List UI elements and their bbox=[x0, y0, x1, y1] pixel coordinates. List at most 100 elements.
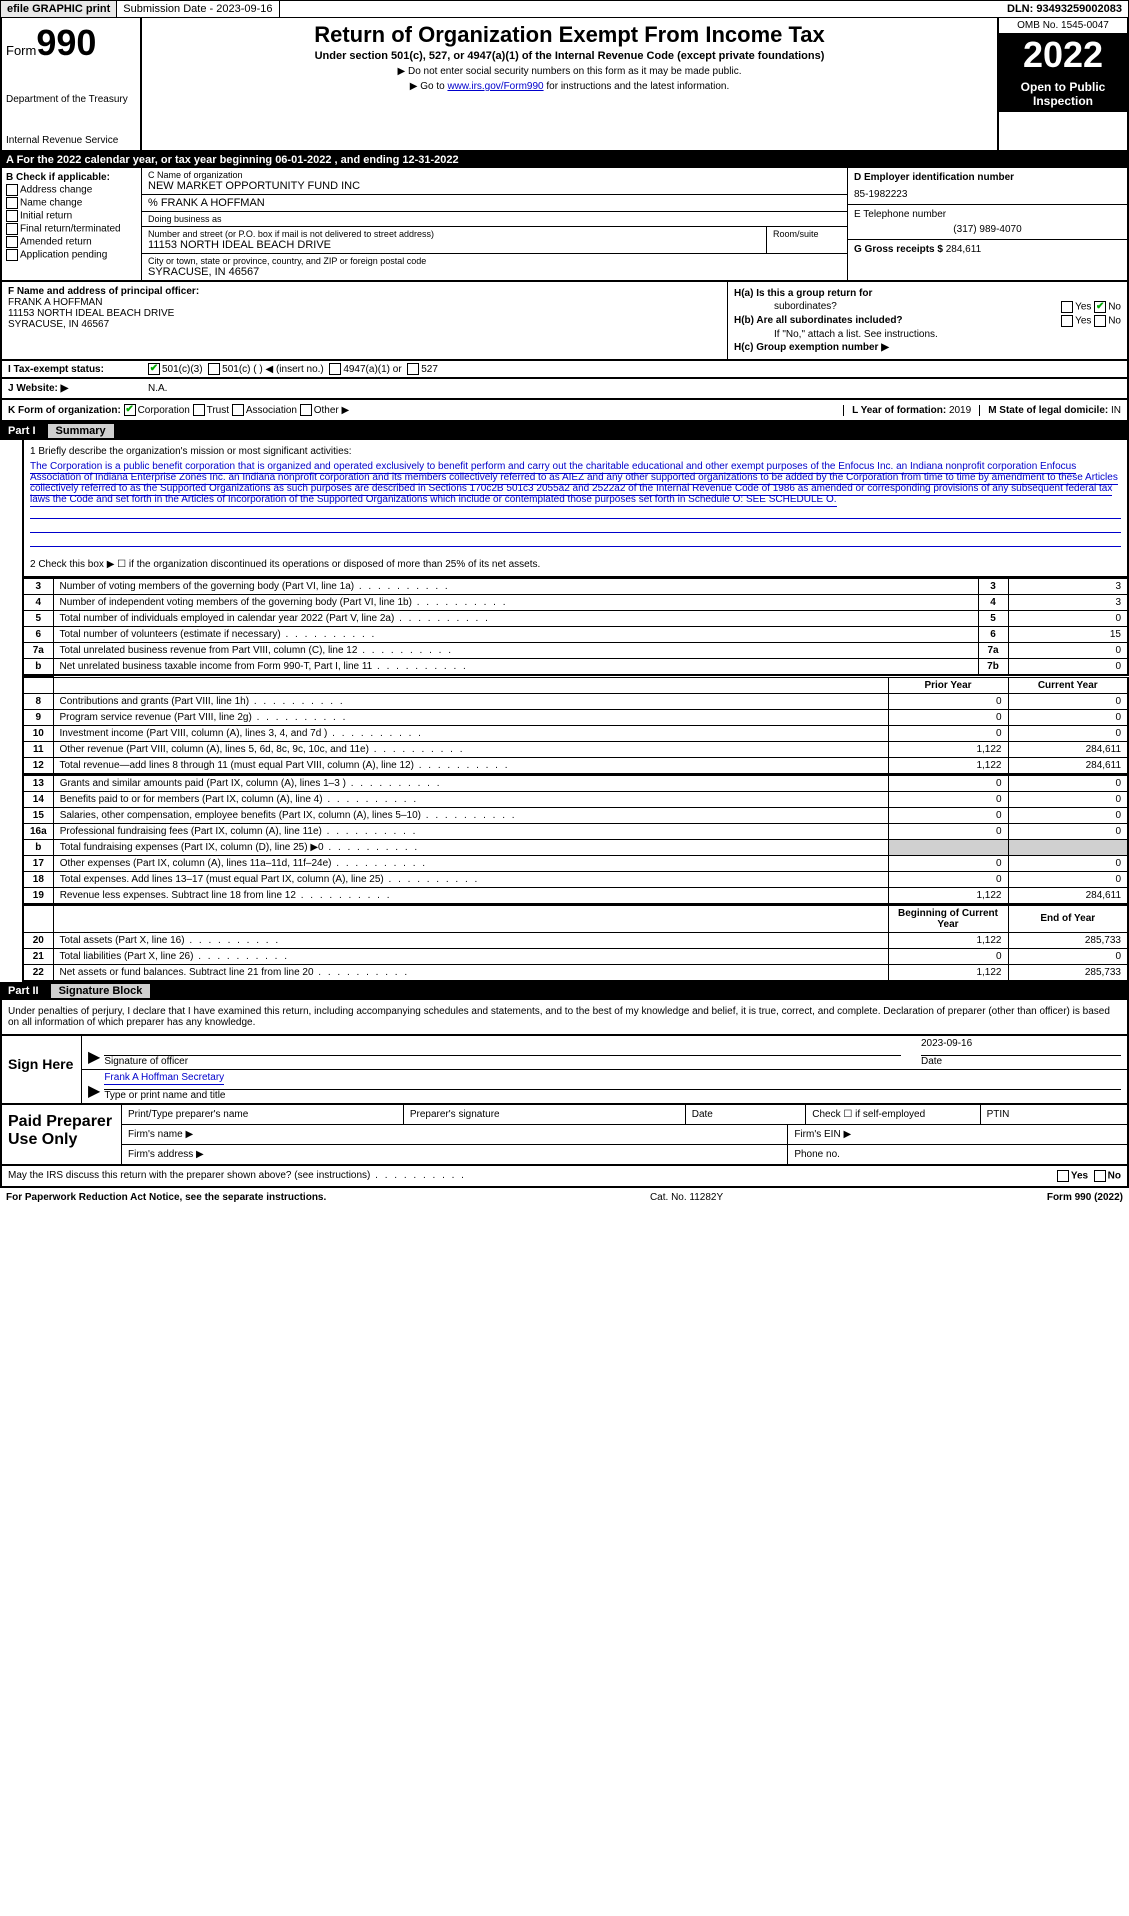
end-year-hdr: End of Year bbox=[1008, 905, 1128, 932]
row-code: 5 bbox=[978, 611, 1008, 627]
addr-row: Number and street (or P.O. box if mail i… bbox=[142, 227, 847, 254]
row-val: 3 bbox=[1008, 579, 1128, 595]
sig-name-label: Type or print name and title bbox=[104, 1090, 1121, 1101]
i-501c3: 501(c)(3) bbox=[162, 364, 203, 375]
row-code: 7a bbox=[978, 643, 1008, 659]
row-label: Total assets (Part X, line 16) bbox=[53, 932, 888, 948]
f-city: SYRACUSE, IN 46567 bbox=[8, 319, 721, 330]
row-label: Number of independent voting members of … bbox=[53, 595, 978, 611]
k-trust: Trust bbox=[207, 405, 229, 416]
row-num: 21 bbox=[23, 948, 53, 964]
row-label: Investment income (Part VIII, column (A)… bbox=[53, 725, 888, 741]
ag-table: 3 Number of voting members of the govern… bbox=[22, 578, 1129, 676]
care-of: % FRANK A HOFFMAN bbox=[148, 197, 841, 209]
na-table: Beginning of Current Year End of Year20 … bbox=[22, 905, 1129, 982]
row-num: 11 bbox=[23, 741, 53, 757]
b-opt-final[interactable]: Final return/terminated bbox=[6, 223, 137, 235]
website-row: J Website: ▶ N.A. bbox=[0, 379, 1129, 400]
row-label: Net unrelated business taxable income fr… bbox=[53, 659, 978, 676]
open-public: Open to Public Inspection bbox=[999, 76, 1127, 112]
discuss-no[interactable]: No bbox=[1108, 1170, 1121, 1181]
row-num: 14 bbox=[23, 791, 53, 807]
q2: 2 Check this box ▶ ☐ if the organization… bbox=[30, 559, 1121, 570]
j-val: N.A. bbox=[148, 383, 167, 394]
row-label: Total expenses. Add lines 13–17 (must eq… bbox=[53, 871, 888, 887]
row-num: 6 bbox=[23, 627, 53, 643]
discuss-yes[interactable]: Yes bbox=[1071, 1170, 1088, 1181]
row-num: 22 bbox=[23, 964, 53, 981]
sig-officer-label: Signature of officer bbox=[104, 1056, 901, 1067]
ha-label: H(a) Is this a group return for bbox=[734, 288, 872, 299]
hb-no[interactable]: No bbox=[1108, 316, 1121, 327]
irs-link[interactable]: www.irs.gov/Form990 bbox=[447, 81, 543, 92]
ha-sub: subordinates? bbox=[734, 301, 1061, 313]
m-label: M State of legal domicile: bbox=[988, 405, 1108, 416]
form-subtitle: Under section 501(c), 527, or 4947(a)(1)… bbox=[146, 50, 993, 62]
j-label: J Website: ▶ bbox=[8, 383, 148, 394]
curr-year-hdr: Current Year bbox=[1008, 677, 1128, 693]
b-opt-initial[interactable]: Initial return bbox=[6, 210, 137, 222]
col-c: C Name of organization NEW MARKET OPPORT… bbox=[142, 168, 847, 280]
row-end: 285,733 bbox=[1008, 964, 1128, 981]
row-curr: 0 bbox=[1008, 871, 1128, 887]
row-label: Contributions and grants (Part VIII, lin… bbox=[53, 693, 888, 709]
note2-post: for instructions and the latest informat… bbox=[544, 81, 730, 92]
q1: 1 Briefly describe the organization's mi… bbox=[30, 446, 1121, 457]
hb-yes[interactable]: Yes bbox=[1075, 316, 1091, 327]
prep-ptin: PTIN bbox=[981, 1105, 1127, 1124]
b-opt-pending[interactable]: Application pending bbox=[6, 249, 137, 261]
tax-status-row: I Tax-exempt status: ✔ 501(c)(3) 501(c) … bbox=[0, 361, 1129, 379]
form-title: Return of Organization Exempt From Incom… bbox=[146, 22, 993, 48]
row-label: Grants and similar amounts paid (Part IX… bbox=[53, 775, 888, 791]
b-opt-address[interactable]: Address change bbox=[6, 184, 137, 196]
row-curr: 0 bbox=[1008, 693, 1128, 709]
b-opt-amended[interactable]: Amended return bbox=[6, 236, 137, 248]
row-beg: 1,122 bbox=[888, 964, 1008, 981]
form-number: 990 bbox=[36, 22, 96, 63]
row-curr bbox=[1008, 839, 1128, 855]
row-num: 18 bbox=[23, 871, 53, 887]
row-prior: 0 bbox=[888, 871, 1008, 887]
k-label: K Form of organization: bbox=[8, 405, 121, 416]
row-code: 4 bbox=[978, 595, 1008, 611]
footer-right: Form 990 (2022) bbox=[1047, 1192, 1123, 1203]
mission-text: The Corporation is a public benefit corp… bbox=[30, 461, 1118, 507]
row-prior: 0 bbox=[888, 709, 1008, 725]
k-assoc: Association bbox=[246, 405, 297, 416]
form-left: Form990 Department of the Treasury Inter… bbox=[2, 18, 142, 150]
dba-row: Doing business as bbox=[142, 212, 847, 227]
row-prior: 0 bbox=[888, 693, 1008, 709]
org-name-label: C Name of organization bbox=[148, 170, 841, 180]
preparer-block: Paid Preparer Use Only Print/Type prepar… bbox=[0, 1105, 1129, 1166]
i-check-501c3[interactable]: ✔ bbox=[148, 363, 160, 375]
row-num: 15 bbox=[23, 807, 53, 823]
i-501c: 501(c) ( ) ◀ (insert no.) bbox=[222, 364, 324, 375]
sign-here: Sign Here bbox=[2, 1036, 82, 1103]
footer-left: For Paperwork Reduction Act Notice, see … bbox=[6, 1192, 326, 1203]
exp-table: 13 Grants and similar amounts paid (Part… bbox=[22, 775, 1129, 905]
row-label: Benefits paid to or for members (Part IX… bbox=[53, 791, 888, 807]
row-val: 0 bbox=[1008, 611, 1128, 627]
part1-header: Part I Summary bbox=[0, 422, 1129, 440]
row-code: 7b bbox=[978, 659, 1008, 676]
gross-row: G Gross receipts $ 284,611 bbox=[848, 240, 1127, 259]
k-corp-check[interactable]: ✔ bbox=[124, 404, 136, 416]
row-label: Total number of individuals employed in … bbox=[53, 611, 978, 627]
row-num: b bbox=[23, 839, 53, 855]
row-curr: 0 bbox=[1008, 725, 1128, 741]
ha-yes[interactable]: Yes bbox=[1075, 302, 1091, 313]
row-curr: 284,611 bbox=[1008, 741, 1128, 757]
row-prior: 1,122 bbox=[888, 757, 1008, 774]
ha-no[interactable]: No bbox=[1108, 302, 1121, 313]
row-prior: 1,122 bbox=[888, 887, 1008, 904]
row-curr: 0 bbox=[1008, 775, 1128, 791]
tel-label: E Telephone number bbox=[854, 209, 1121, 220]
form-note-ssn: ▶ Do not enter social security numbers o… bbox=[146, 66, 993, 77]
row-val: 3 bbox=[1008, 595, 1128, 611]
officer-row: F Name and address of principal officer:… bbox=[0, 282, 1129, 361]
tel: (317) 989-4070 bbox=[854, 224, 1121, 235]
efile-print-button[interactable]: efile GRAPHIC print bbox=[1, 1, 117, 17]
row-val: 0 bbox=[1008, 659, 1128, 676]
room-label: Room/suite bbox=[767, 227, 847, 254]
b-opt-name[interactable]: Name change bbox=[6, 197, 137, 209]
